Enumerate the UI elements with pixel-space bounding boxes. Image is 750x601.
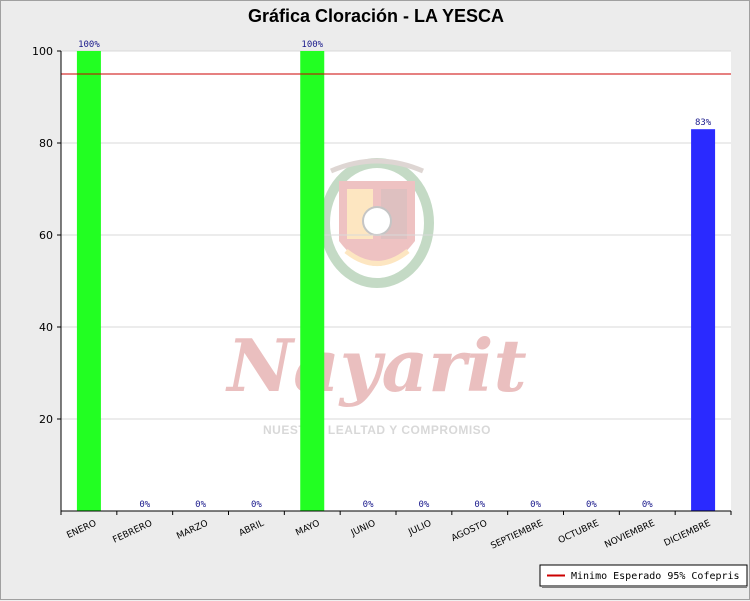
bar xyxy=(76,51,101,511)
x-tick-label: AGOSTO xyxy=(450,519,489,544)
legend-label: Minimo Esperado 95% Cofepris xyxy=(571,571,740,582)
data-labels: 100% 0% 0% 0% 100% 0% 0% 0% 0% 0% 0% 83% xyxy=(78,40,712,510)
plot-area xyxy=(61,51,731,511)
y-tick-label: 80 xyxy=(39,137,53,150)
data-label: 83% xyxy=(695,118,712,128)
data-label: 0% xyxy=(474,500,485,510)
y-axis-ticks: 20 40 60 80 100 xyxy=(32,45,61,426)
y-tick-label: 40 xyxy=(39,321,53,334)
data-label: 100% xyxy=(301,40,323,50)
x-tick-label: DICIEMBRE xyxy=(663,519,713,549)
x-tick-label: FEBRERO xyxy=(111,519,154,546)
chart-title: Gráfica Cloración - LA YESCA xyxy=(248,6,504,26)
data-label: 100% xyxy=(78,40,100,50)
bar xyxy=(300,51,325,511)
x-tick-label: MAYO xyxy=(294,519,321,539)
data-label: 0% xyxy=(363,500,374,510)
data-label: 0% xyxy=(530,500,541,510)
y-tick-label: 20 xyxy=(39,413,53,426)
watermark-text: Nayarit xyxy=(225,323,527,408)
x-tick-label: ABRIL xyxy=(238,519,266,539)
watermark-subtitle: NUESTRA LEALTAD Y COMPROMISO xyxy=(263,423,491,437)
legend: Minimo Esperado 95% Cofepris xyxy=(539,564,748,588)
bar xyxy=(691,129,716,511)
x-tick-label: SEPTIEMBRE xyxy=(489,519,545,552)
x-tick-label: JUNIO xyxy=(349,519,377,539)
data-label: 0% xyxy=(139,500,150,510)
grid-lines xyxy=(61,50,731,420)
data-label: 0% xyxy=(195,500,206,510)
watermark: Nayarit NUESTRA LEALTAD Y COMPROMISO xyxy=(225,158,527,437)
x-tick-label: OCTUBRE xyxy=(557,519,601,547)
x-axis-ticks: ENERO FEBRERO MARZO ABRIL MAYO JUNIO JULIO AGOS… xyxy=(60,511,732,552)
y-tick-label: 60 xyxy=(39,229,53,242)
x-tick-label: ENERO xyxy=(65,519,98,541)
state-coat-of-arms-icon xyxy=(320,158,434,288)
data-label: 0% xyxy=(418,500,429,510)
x-tick-label: JULIO xyxy=(406,519,433,539)
y-tick-label: 100 xyxy=(32,45,53,58)
bars xyxy=(76,51,716,511)
x-tick-label: MARZO xyxy=(175,519,210,542)
x-tick-label: NOVIEMBRE xyxy=(603,519,656,551)
data-label: 0% xyxy=(251,500,262,510)
data-label: 0% xyxy=(642,500,653,510)
data-label: 0% xyxy=(586,500,597,510)
